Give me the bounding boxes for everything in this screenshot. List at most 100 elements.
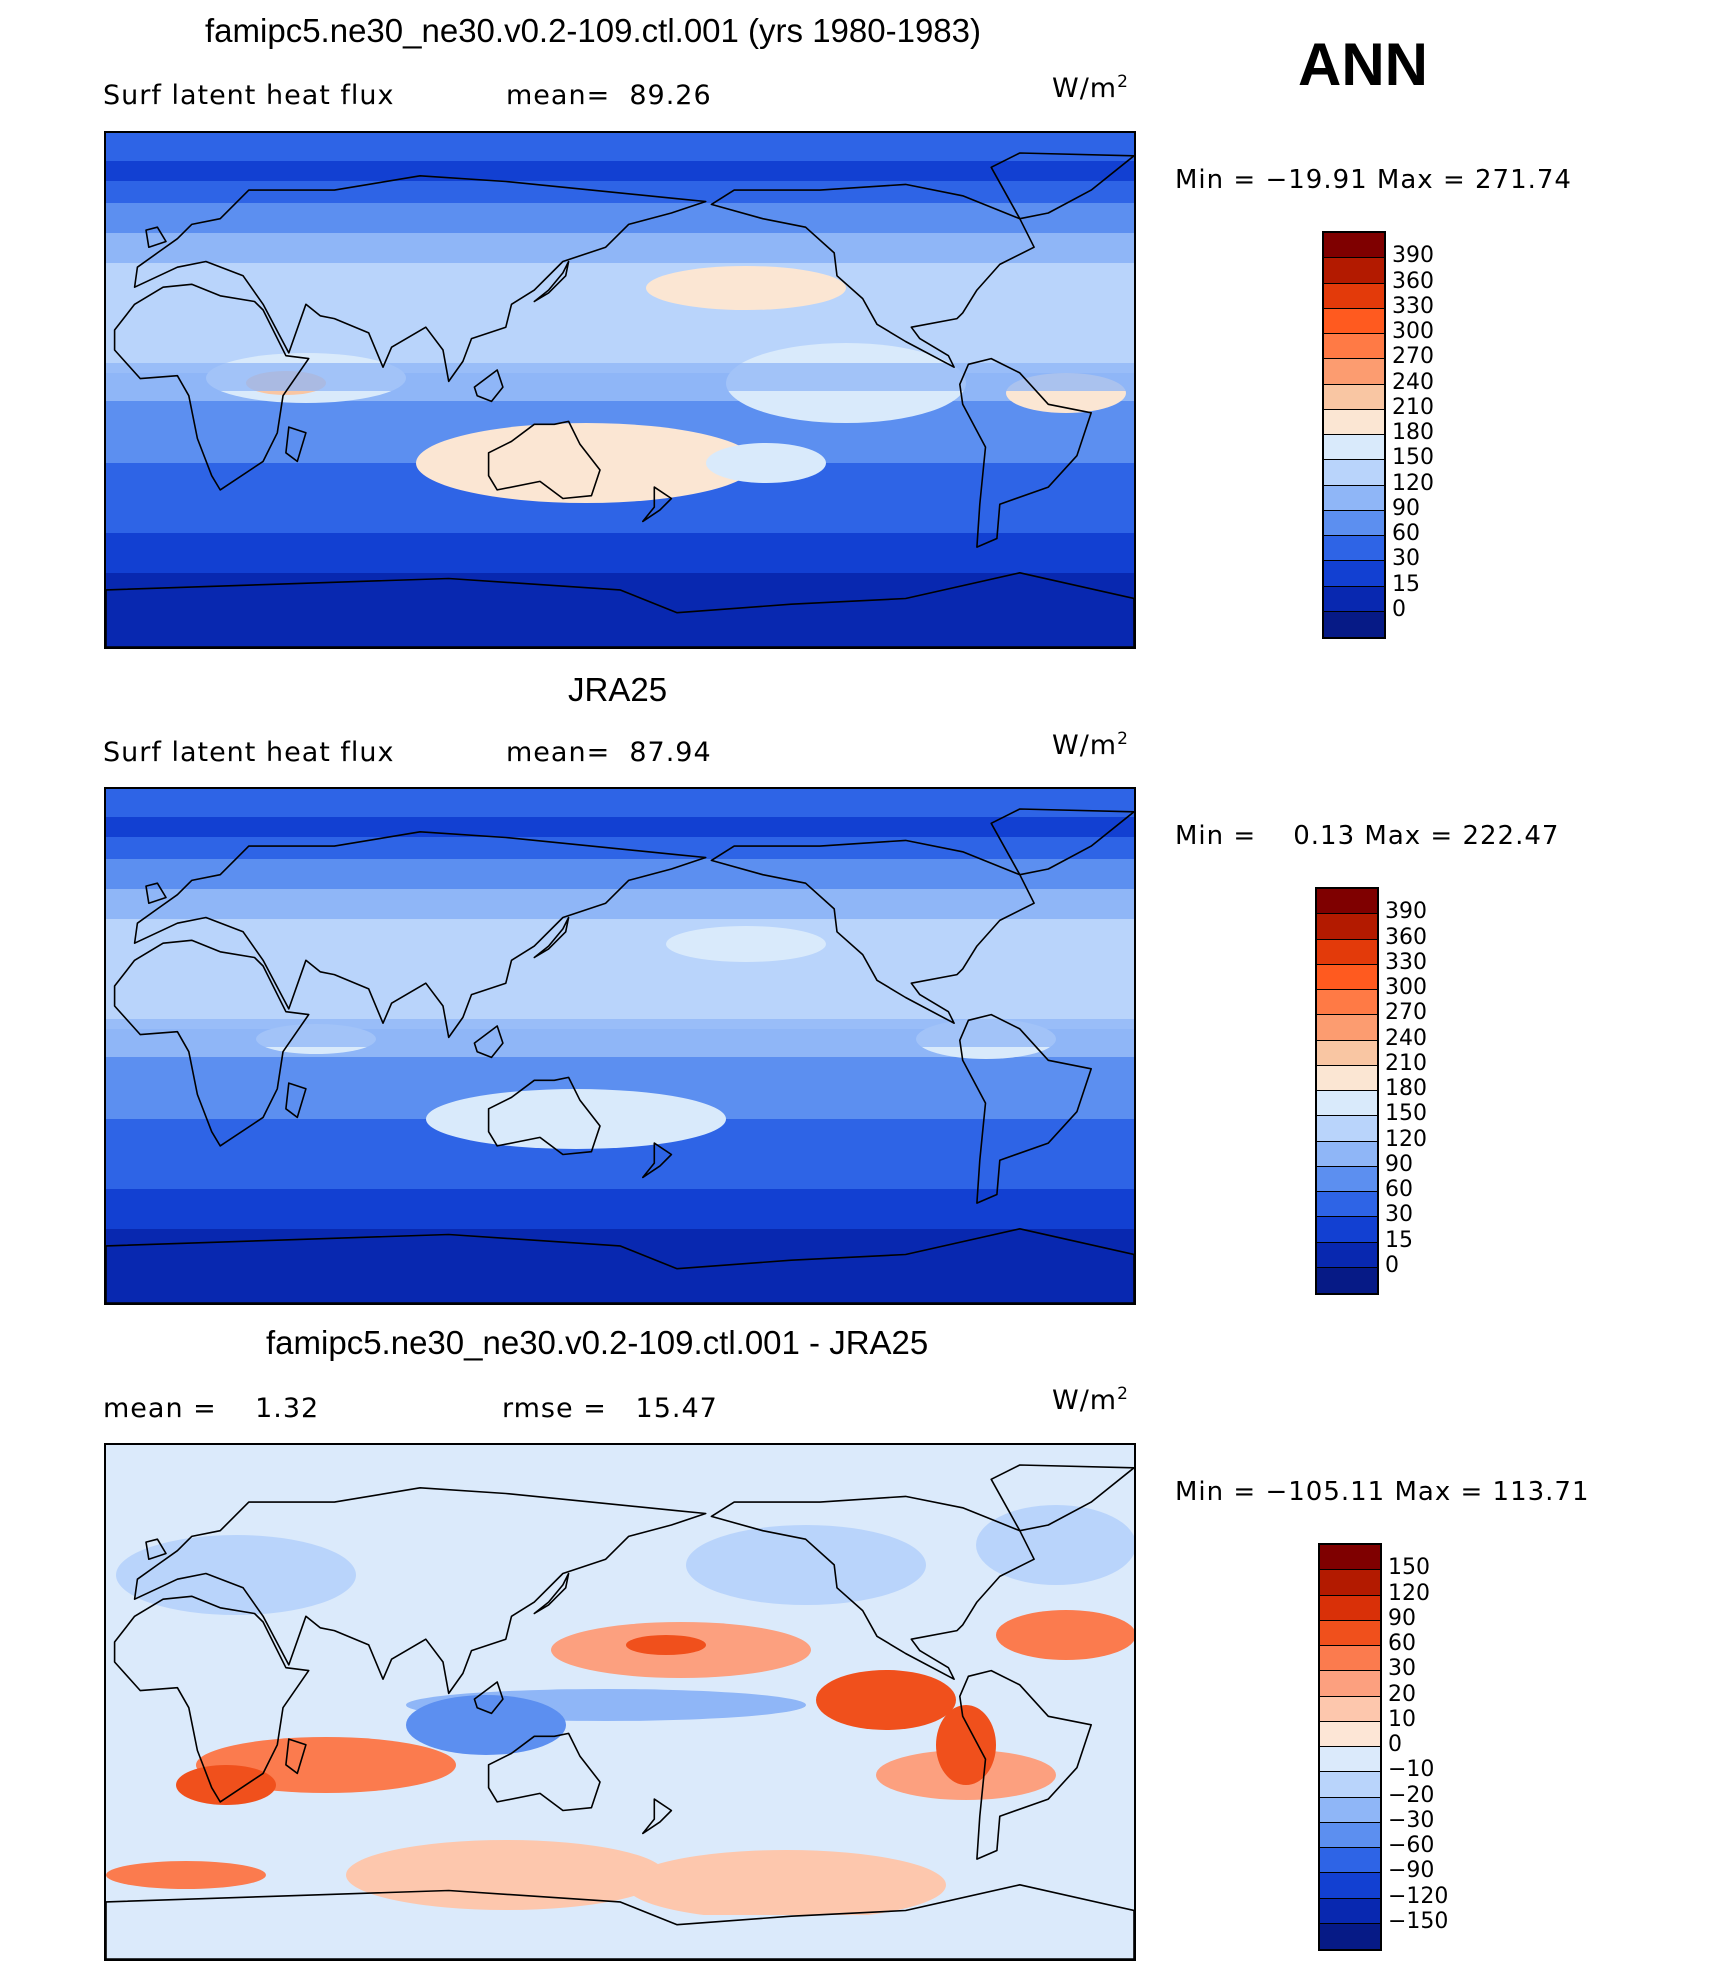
map-band (106, 817, 1134, 837)
coastline (487, 1076, 601, 1156)
map-anomaly-blob (626, 1635, 706, 1655)
colorbar-tick-label: −10 (1388, 1757, 1435, 1783)
coastline (145, 1538, 167, 1560)
colorbar-box (1317, 939, 1377, 965)
colorbar-tick-label: 210 (1385, 1050, 1427, 1076)
map-band (106, 233, 1134, 263)
colorbar-box (1317, 1116, 1377, 1142)
colorbar-box (1317, 914, 1377, 940)
map-flux-maximum (416, 423, 756, 503)
panel-obs-units-label: W/m2 (1052, 729, 1129, 761)
panel-obs-variable-label: Surf latent heat flux (103, 737, 395, 768)
colorbar-box (1320, 1873, 1380, 1899)
colorbar-tick-label: 180 (1392, 420, 1434, 445)
map-band (106, 533, 1134, 573)
coastline (113, 283, 310, 491)
coastline (113, 939, 310, 1147)
panel-model-minmax: Min = −19.91 Max = 271.74 (1175, 165, 1572, 195)
coastline (133, 1486, 707, 1695)
panel-obs-mean-label: mean= 87.94 (506, 737, 712, 768)
colorbar-box (1324, 510, 1384, 536)
colorbar-box (1320, 1848, 1380, 1874)
coastline (641, 486, 673, 523)
coastline (487, 420, 601, 500)
colorbar-box (1317, 1192, 1377, 1218)
coastline (710, 839, 1035, 1024)
colorbar-tick-label: −20 (1388, 1782, 1435, 1808)
colorbar-box (1320, 1923, 1380, 1949)
colorbar-tick-label: 150 (1388, 1555, 1430, 1581)
colorbar-box (1317, 1166, 1377, 1192)
map-anomaly-blob (976, 1505, 1134, 1585)
units-exponent: 2 (1117, 72, 1129, 92)
colorbar-box (1320, 1797, 1380, 1823)
colorbar-tick-label: 60 (1385, 1177, 1413, 1202)
panel-diff-colorbar (1318, 1543, 1382, 1951)
colorbar-box (1320, 1545, 1380, 1571)
coastline (641, 1142, 673, 1179)
units-exponent: 2 (1117, 729, 1129, 749)
map-band (106, 859, 1134, 889)
map-band (106, 133, 1134, 161)
colorbar-tick-label: −150 (1388, 1908, 1449, 1934)
coastline (106, 1227, 1134, 1303)
contour-map-svg (106, 133, 1134, 647)
panel-model-variable-label: Surf latent heat flux (103, 80, 395, 111)
map-anomaly-blob (816, 1670, 956, 1730)
panel-obs-map (104, 787, 1136, 1305)
panel-model-units-label: W/m2 (1052, 72, 1129, 104)
colorbar-box (1317, 1217, 1377, 1243)
colorbar-box (1324, 384, 1384, 410)
colorbar-box (1324, 359, 1384, 385)
map-flux-maximum (666, 926, 826, 962)
colorbar-tick-label: 360 (1385, 924, 1427, 950)
colorbar-box (1320, 1822, 1380, 1848)
map-band (106, 303, 1134, 343)
map-anomaly-blob (176, 1765, 276, 1805)
coastline (285, 1082, 307, 1119)
colorbar-box (1324, 536, 1384, 562)
colorbar-box (1317, 1040, 1377, 1066)
panel-diff-title: famipc5.ne30_ne30.v0.2-109.ctl.001 - JRA… (266, 1324, 929, 1361)
colorbar-box (1317, 889, 1377, 915)
colorbar-tick-label: 300 (1392, 319, 1434, 344)
coastline (990, 1464, 1134, 1532)
map-band (106, 203, 1134, 233)
colorbar-box (1324, 233, 1384, 259)
map-band (106, 1189, 1134, 1229)
map-band (106, 919, 1134, 959)
map-polar-band (106, 1915, 1134, 1959)
coastline (473, 369, 504, 403)
colorbar-box (1324, 611, 1384, 637)
colorbar-tick-label: 30 (1388, 1656, 1416, 1682)
colorbar-tick-label: 150 (1392, 445, 1434, 471)
coastline (106, 1883, 1134, 1959)
contour-map-svg (106, 789, 1134, 1303)
colorbar-box (1320, 1772, 1380, 1798)
colorbar-box (1320, 1570, 1380, 1596)
colorbar-tick-label: 15 (1385, 1227, 1413, 1253)
colorbar-box (1324, 460, 1384, 486)
colorbar-tick-label: 120 (1388, 1580, 1430, 1606)
coastline (487, 1732, 601, 1812)
map-band (106, 1149, 1134, 1189)
map-band (106, 263, 1134, 303)
colorbar-box (1320, 1721, 1380, 1747)
coastline (106, 571, 1134, 647)
map-band (106, 161, 1134, 181)
panel-model-colorbar (1322, 231, 1386, 639)
colorbar-tick-label: 30 (1392, 546, 1420, 572)
colorbar-tick-label: 0 (1392, 596, 1406, 622)
units-base: W/m (1052, 730, 1118, 761)
coastline (133, 174, 707, 383)
map-flux-maximum (426, 1089, 726, 1149)
panel-obs-minmax: Min = 0.13 Max = 222.47 (1175, 821, 1560, 851)
colorbar-box (1320, 1595, 1380, 1621)
map-anomaly-blob (346, 1840, 666, 1910)
colorbar-tick-label: 240 (1385, 1025, 1427, 1051)
panel-obs-title: JRA25 (568, 671, 668, 708)
panel-model-mean-label: mean= 89.26 (506, 80, 712, 111)
colorbar-box (1324, 586, 1384, 612)
colorbar-tick-label: 180 (1385, 1076, 1427, 1101)
colorbar-box (1317, 1065, 1377, 1091)
